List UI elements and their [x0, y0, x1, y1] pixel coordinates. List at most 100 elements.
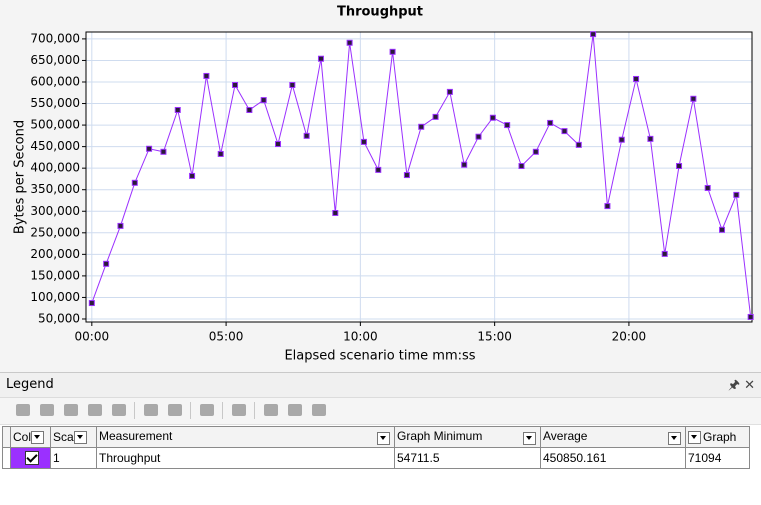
chart-title: Throughput	[337, 5, 423, 20]
data-point	[203, 72, 210, 79]
tool-button[interactable]	[232, 404, 246, 416]
column-header[interactable]: Col	[10, 426, 51, 448]
x-tick-label: 15:00	[477, 330, 512, 344]
data-point	[174, 106, 181, 113]
data-point	[489, 114, 496, 121]
row-selector	[2, 447, 11, 469]
y-tick-label: 200,000	[30, 247, 80, 261]
column-header[interactable]: Measurement	[96, 426, 395, 448]
data-point	[432, 113, 439, 120]
cell: 1	[50, 447, 97, 469]
plot-frame	[85, 31, 753, 323]
data-point	[446, 88, 453, 95]
y-tick-label: 150,000	[30, 268, 80, 282]
data-point	[389, 48, 396, 55]
data-point	[88, 300, 95, 307]
tool-button[interactable]	[144, 404, 158, 416]
tool-button[interactable]	[16, 404, 30, 416]
panel-buttons[interactable]: 🖈︎ ✕	[727, 378, 755, 393]
x-tick-label: 00:00	[75, 330, 110, 344]
legend-header: Legend 🖈︎ ✕	[0, 372, 761, 398]
data-point	[532, 148, 539, 155]
data-point	[275, 141, 282, 148]
data-point	[217, 150, 224, 157]
data-point	[719, 226, 726, 233]
data-point	[303, 132, 310, 139]
data-point	[475, 133, 482, 140]
header-text: Col	[13, 429, 32, 444]
tool-button[interactable]	[64, 404, 78, 416]
tool-button[interactable]	[168, 404, 182, 416]
y-tick-label: 300,000	[30, 204, 80, 218]
y-axis-label: Bytes per Second	[13, 120, 28, 234]
header-text: Average	[543, 429, 588, 443]
column-header[interactable]: Graph	[685, 426, 750, 448]
data-point	[461, 161, 468, 168]
data-point	[418, 123, 425, 130]
tool-button[interactable]	[112, 404, 126, 416]
column-header[interactable]: Sca	[50, 426, 97, 448]
data-point	[131, 179, 138, 186]
tool-button[interactable]	[40, 404, 54, 416]
cell: Throughput	[96, 447, 395, 469]
data-point	[232, 82, 239, 89]
header-text: Sca	[53, 429, 74, 444]
x-tick-label: 05:00	[209, 330, 244, 344]
header-text: Graph	[703, 429, 737, 444]
data-point	[260, 97, 267, 104]
data-point	[160, 148, 167, 155]
visible-checkbox[interactable]	[25, 451, 39, 466]
data-point	[346, 39, 353, 46]
data-point	[289, 82, 296, 89]
data-point	[690, 95, 697, 102]
legend-title: Legend	[6, 377, 54, 392]
color-cell[interactable]	[10, 447, 51, 469]
data-point	[189, 172, 196, 179]
tool-button[interactable]	[264, 404, 278, 416]
tool-button[interactable]	[88, 404, 102, 416]
y-tick-label: 100,000	[30, 290, 80, 304]
x-tick-label: 10:00	[343, 330, 378, 344]
data-point	[704, 184, 711, 191]
cell: 450850.161	[540, 447, 686, 469]
header-row: Col Sca Measurement Graph Minimum Averag…	[2, 426, 750, 448]
data-point	[375, 166, 382, 173]
separator	[254, 402, 255, 419]
data-point	[317, 55, 324, 62]
y-tick-label: 500,000	[30, 118, 80, 132]
data-point	[332, 209, 339, 216]
data-point	[647, 135, 654, 142]
row-selector	[2, 426, 11, 448]
tool-button[interactable]	[288, 404, 302, 416]
y-tick-label: 50,000	[38, 311, 80, 325]
data-point	[661, 250, 668, 257]
column-header[interactable]: Graph Minimum	[394, 426, 541, 448]
data-point	[504, 122, 511, 129]
data-point	[676, 163, 683, 170]
y-tick-label: 250,000	[30, 225, 80, 239]
tool-button[interactable]	[312, 404, 326, 416]
x-tick-label: 20:00	[612, 330, 647, 344]
cell: 71094	[685, 447, 750, 469]
data-point	[575, 141, 582, 148]
y-tick-label: 550,000	[30, 96, 80, 110]
data-point	[547, 119, 554, 126]
data-point	[117, 222, 124, 229]
cell: 54711.5	[394, 447, 541, 469]
legend-toolbar	[0, 398, 761, 425]
measurement-row[interactable]: 1 Throughput 54711.5 450850.161 71094	[2, 447, 750, 469]
tool-button[interactable]	[200, 404, 214, 416]
separator	[190, 402, 191, 419]
data-point	[103, 260, 110, 267]
y-tick-label: 350,000	[30, 182, 80, 196]
y-tick-label: 700,000	[30, 31, 80, 45]
header-text: Graph Minimum	[397, 429, 483, 443]
data-point	[146, 145, 153, 152]
y-tick-label: 400,000	[30, 161, 80, 175]
column-header[interactable]: Average	[540, 426, 686, 448]
data-point	[590, 31, 597, 38]
data-point	[246, 106, 253, 113]
header-text: Measurement	[99, 429, 173, 443]
data-point	[604, 203, 611, 210]
